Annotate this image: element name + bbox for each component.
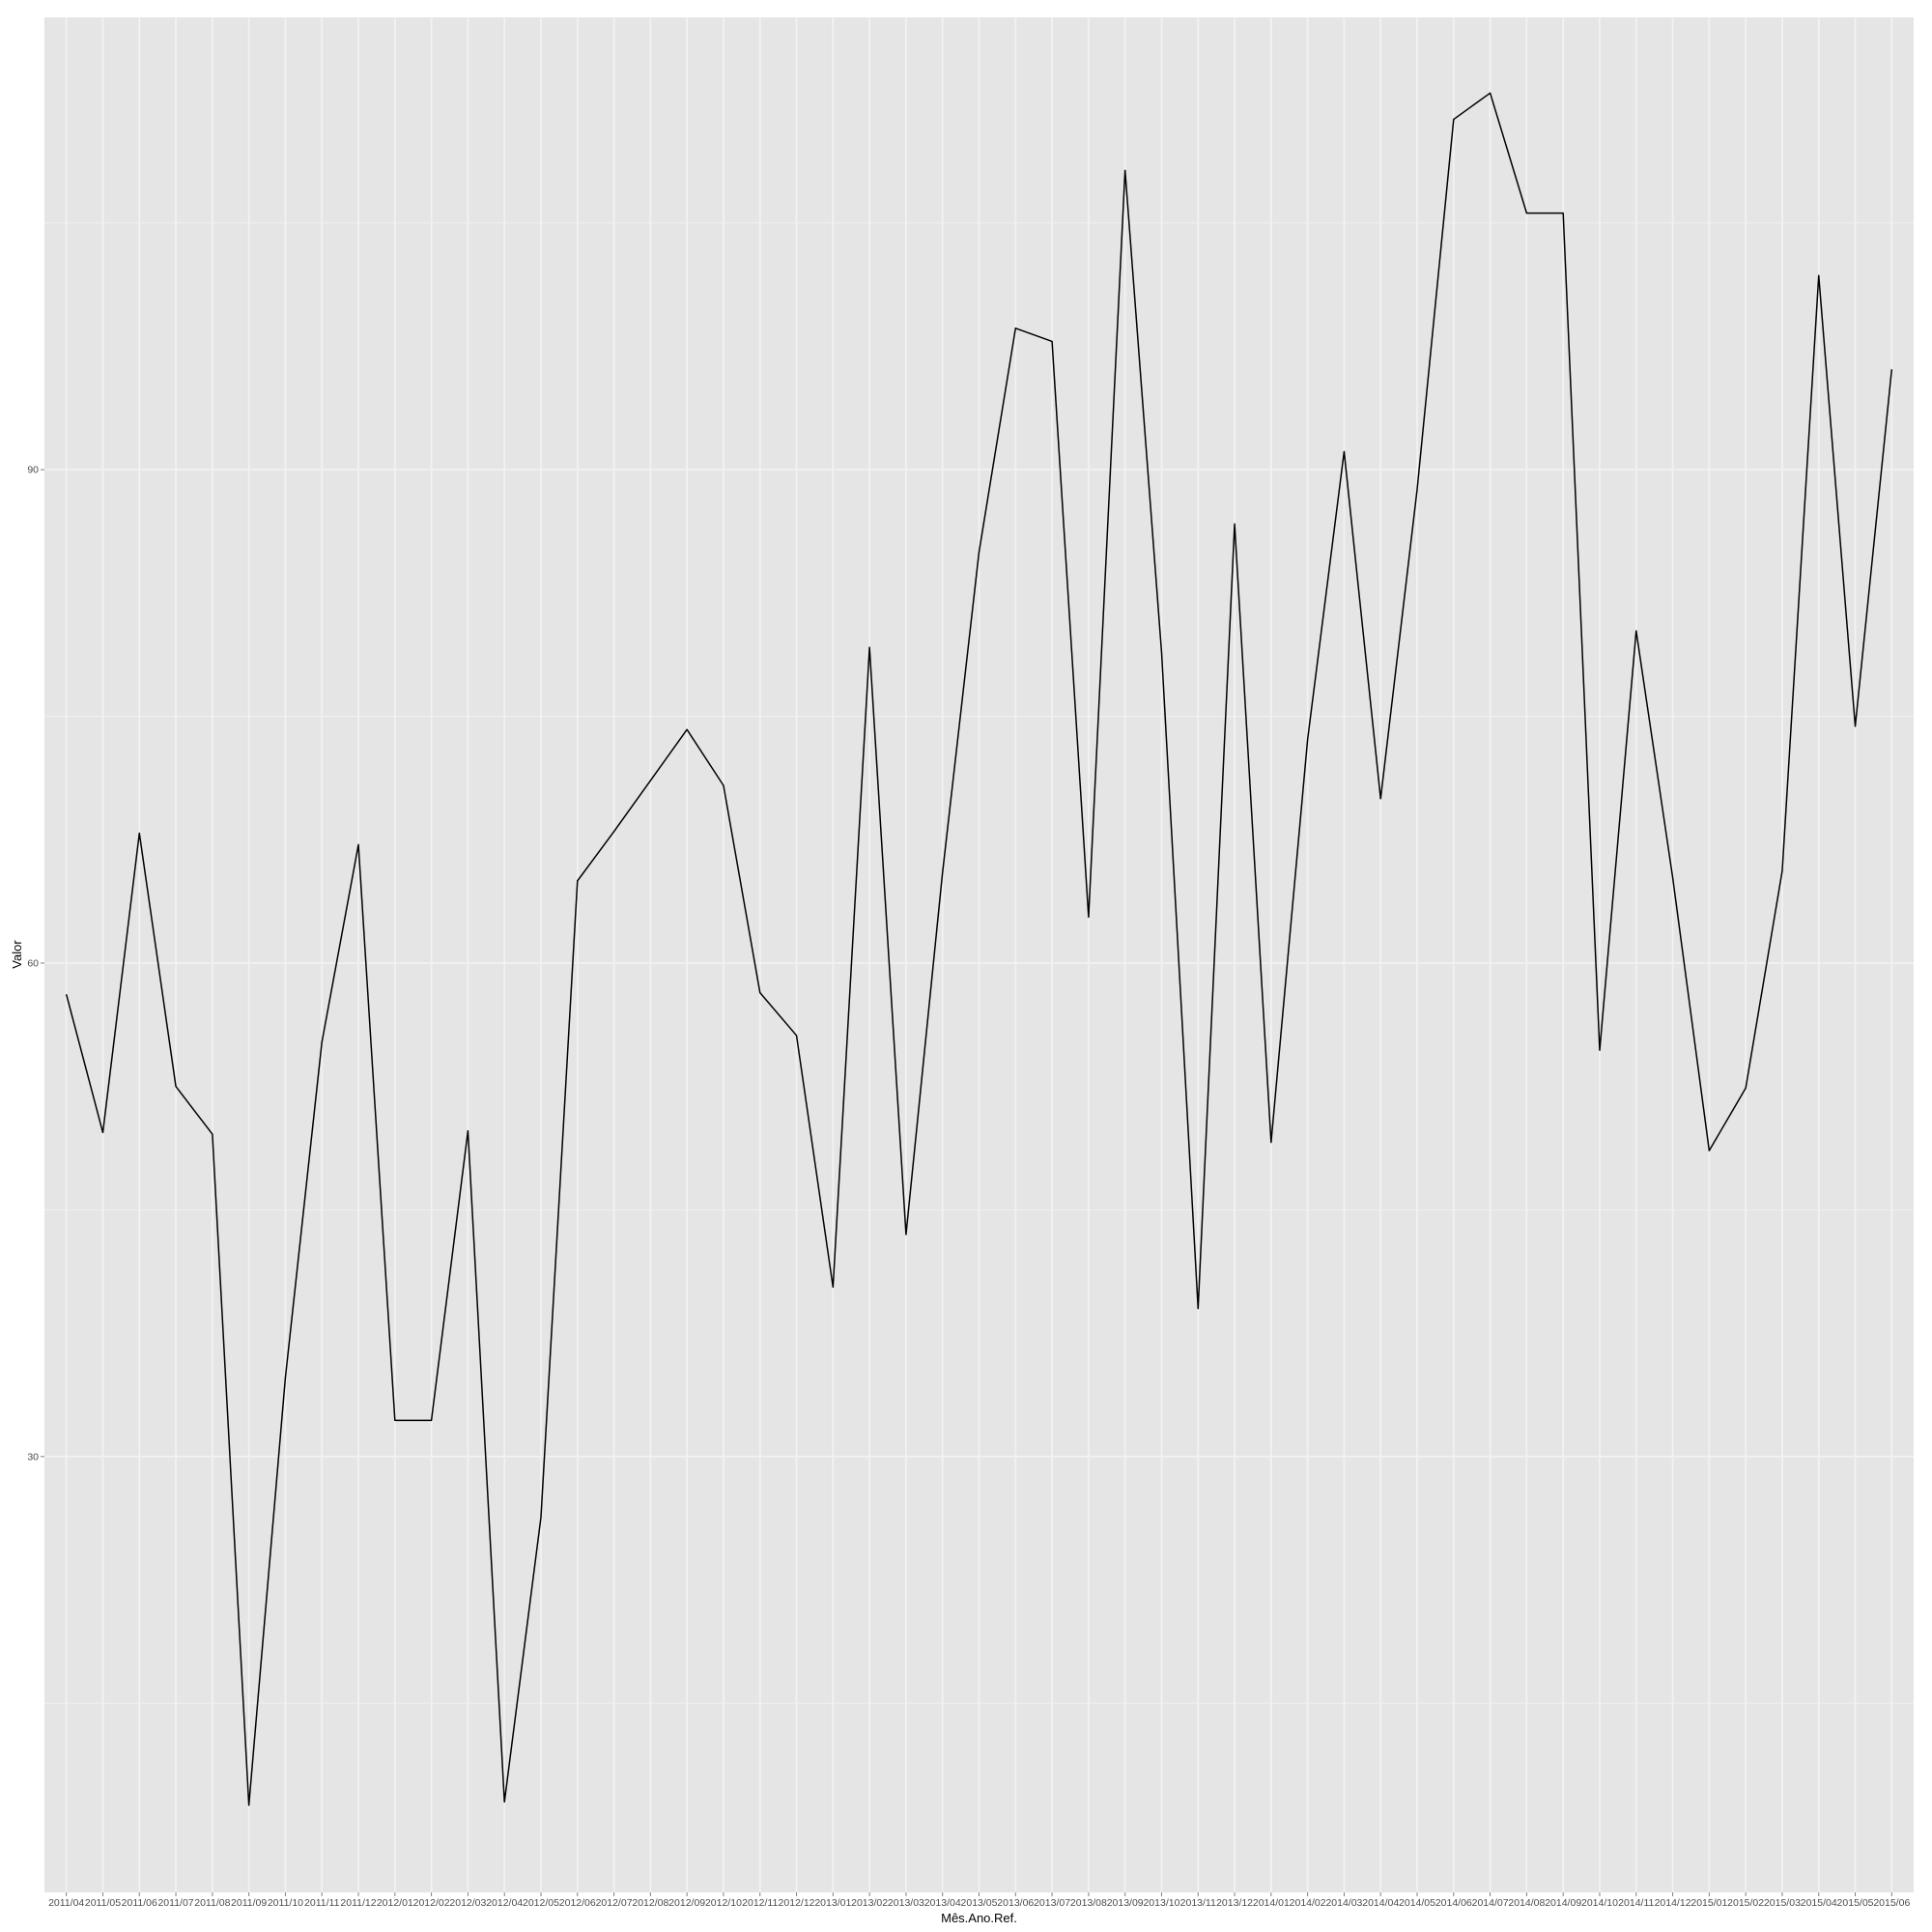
x-tick-label: 2013/06 bbox=[997, 1897, 1034, 1909]
x-tick-label: 2011/09 bbox=[231, 1897, 267, 1909]
y-axis-title: Valor bbox=[10, 940, 24, 969]
x-tick-label: 2014/11 bbox=[1618, 1897, 1654, 1909]
x-axis-ticks: 2011/04 2011/05 2011/06 2011/07 2011/08 2011/… bbox=[48, 1892, 1910, 1909]
x-tick-label: 2014/03 bbox=[1325, 1897, 1362, 1909]
x-tick-label: 2015/06 bbox=[1873, 1897, 1910, 1909]
x-tick-label: 2014/01 bbox=[1253, 1897, 1290, 1909]
y-axis-ticks: 30 60 90 bbox=[27, 465, 44, 1463]
x-tick-label: 2015/02 bbox=[1727, 1897, 1764, 1909]
x-tick-label: 2013/04 bbox=[924, 1897, 961, 1909]
x-tick-label: 2012/02 bbox=[413, 1897, 450, 1909]
x-tick-label: 2011/06 bbox=[122, 1897, 157, 1909]
x-tick-label: 2014/12 bbox=[1655, 1897, 1691, 1909]
x-tick-label: 2012/07 bbox=[596, 1897, 633, 1909]
x-tick-label: 2014/08 bbox=[1508, 1897, 1545, 1909]
x-tick-label: 2014/10 bbox=[1581, 1897, 1618, 1909]
x-tick-label: 2011/08 bbox=[194, 1897, 230, 1909]
x-tick-label: 2014/02 bbox=[1290, 1897, 1326, 1909]
x-tick-label: 2014/07 bbox=[1472, 1897, 1509, 1909]
x-tick-label: 2014/09 bbox=[1545, 1897, 1581, 1909]
x-tick-label: 2012/03 bbox=[449, 1897, 486, 1909]
x-tick-label: 2011/04 bbox=[48, 1897, 84, 1909]
x-tick-label: 2014/05 bbox=[1399, 1897, 1435, 1909]
x-tick-label: 2012/01 bbox=[377, 1897, 413, 1909]
x-tick-label: 2011/12 bbox=[340, 1897, 376, 1909]
x-tick-label: 2012/10 bbox=[705, 1897, 742, 1909]
x-tick-label: 2012/12 bbox=[779, 1897, 815, 1909]
series-line bbox=[65, 92, 1893, 1806]
x-axis-title: Mês.Ano.Ref. bbox=[941, 1911, 1017, 1925]
x-tick-label: 2013/05 bbox=[961, 1897, 998, 1909]
x-tick-label: 2012/09 bbox=[668, 1897, 705, 1909]
x-tick-label: 2015/03 bbox=[1764, 1897, 1801, 1909]
x-tick-label: 2011/07 bbox=[157, 1897, 193, 1909]
x-tick-label: 2012/05 bbox=[523, 1897, 559, 1909]
y-tick-label: 90 bbox=[27, 465, 39, 476]
y-tick-label: 60 bbox=[27, 958, 39, 970]
x-tick-label: 2015/01 bbox=[1690, 1897, 1727, 1909]
x-tick-label: 2013/08 bbox=[1070, 1897, 1107, 1909]
major-gridlines bbox=[44, 17, 1914, 1892]
x-tick-label: 2012/06 bbox=[559, 1897, 596, 1909]
x-tick-label: 2013/07 bbox=[1034, 1897, 1070, 1909]
x-tick-label: 2013/09 bbox=[1107, 1897, 1144, 1909]
x-tick-label: 2011/05 bbox=[85, 1897, 121, 1909]
x-tick-label: 2015/04 bbox=[1801, 1897, 1837, 1909]
x-tick-label: 2012/08 bbox=[632, 1897, 668, 1909]
x-tick-label: 2013/11 bbox=[1180, 1897, 1216, 1909]
x-tick-label: 2013/01 bbox=[814, 1897, 851, 1909]
y-tick-label: 30 bbox=[27, 1451, 39, 1463]
x-tick-label: 2013/12 bbox=[1216, 1897, 1253, 1909]
x-tick-label: 2011/11 bbox=[304, 1897, 340, 1909]
x-tick-label: 2011/10 bbox=[268, 1897, 303, 1909]
x-tick-label: 2013/02 bbox=[851, 1897, 888, 1909]
x-tick-label: 2013/10 bbox=[1143, 1897, 1179, 1909]
x-tick-label: 2012/11 bbox=[742, 1897, 778, 1909]
x-tick-label: 2014/04 bbox=[1362, 1897, 1399, 1909]
x-tick-label: 2014/06 bbox=[1435, 1897, 1472, 1909]
x-tick-label: 2013/03 bbox=[888, 1897, 924, 1909]
x-tick-label: 2012/04 bbox=[486, 1897, 523, 1909]
x-tick-label: 2015/05 bbox=[1837, 1897, 1874, 1909]
